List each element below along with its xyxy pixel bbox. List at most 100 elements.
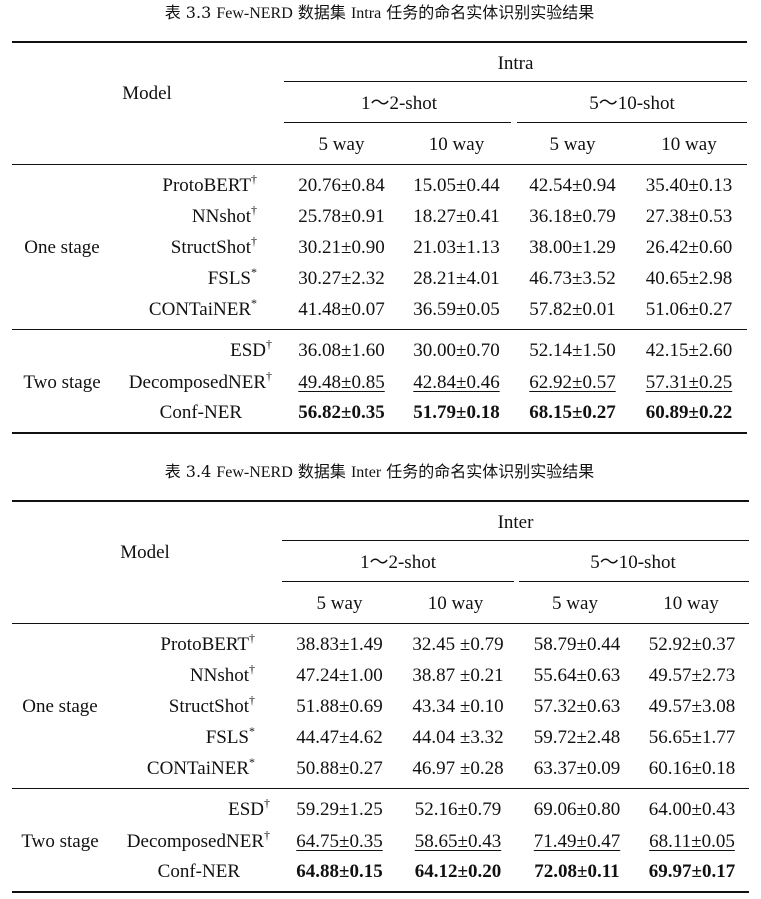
shot-header-2: 5～10-shot: [589, 93, 675, 114]
header-rule: [12, 164, 747, 165]
score-cell: 36.18±0.79: [529, 206, 616, 227]
score-cell: 27.38±0.53: [645, 206, 733, 227]
score-cell: 68.15±0.27: [529, 402, 616, 423]
score-cell: 21.03±1.13: [413, 237, 500, 258]
score-cell: 59.72±2.48: [533, 727, 621, 748]
model-name: StructShot†: [170, 233, 257, 258]
score-cell: 36.08±1.60: [298, 340, 385, 361]
score-cell: 57.82±0.01: [529, 299, 616, 320]
score-cell: 46.97 ±0.28: [412, 758, 504, 779]
score-cell: 62.92±0.57: [529, 372, 616, 393]
score-cell: 32.45 ±0.79: [412, 634, 504, 655]
way-header: 10 way: [428, 134, 485, 155]
score-cell: 28.21±4.01: [413, 268, 500, 289]
score-cell: 60.89±0.22: [645, 402, 733, 423]
model-name: ESD†: [230, 336, 272, 361]
score-cell: 64.12±0.20: [414, 861, 502, 882]
score-cell: 59.29±1.25: [296, 799, 383, 820]
shot-header-2: 5～10-shot: [590, 552, 676, 573]
section-label: Two stage: [23, 372, 101, 393]
score-cell: 52.16±0.79: [414, 799, 502, 820]
model-name: Conf-NER: [157, 861, 240, 882]
way-header: 5 way: [549, 134, 596, 155]
way-header: 10 way: [663, 593, 719, 614]
way-header: 5 way: [318, 134, 365, 155]
score-cell: 68.11±0.05: [649, 831, 735, 852]
group-header: Intra: [497, 53, 534, 74]
score-cell: 51.79±0.18: [413, 402, 500, 423]
score-cell: 42.54±0.94: [529, 175, 616, 196]
score-cell: 64.75±0.35: [296, 831, 383, 852]
shot-rule-1: [282, 581, 514, 582]
score-cell: 38.87 ±0.21: [412, 665, 504, 686]
model-name: DecomposedNER†: [128, 368, 272, 393]
score-cell: 36.59±0.05: [413, 299, 500, 320]
score-cell: 55.64±0.63: [533, 665, 621, 686]
shot-rule-2: [519, 581, 749, 582]
score-cell: 44.47±4.62: [296, 727, 383, 748]
way-header: 10 way: [427, 593, 484, 614]
score-cell: 42.15±2.60: [645, 340, 733, 361]
score-cell: 38.00±1.29: [529, 237, 616, 258]
model-name: StructShot†: [168, 692, 255, 717]
score-cell: 50.88±0.27: [296, 758, 383, 779]
score-cell: 58.79±0.44: [533, 634, 621, 655]
score-cell: 56.65±1.77: [648, 727, 736, 748]
score-cell: 46.73±3.52: [529, 268, 616, 289]
group-rule: [282, 540, 749, 541]
score-cell: 57.32±0.63: [533, 696, 621, 717]
section-rule: [12, 329, 747, 330]
score-cell: 30.21±0.90: [298, 237, 385, 258]
score-cell: 26.42±0.60: [645, 237, 733, 258]
model-header: Model: [120, 542, 170, 563]
score-cell: 47.24±1.00: [296, 665, 383, 686]
score-cell: 38.83±1.49: [296, 634, 383, 655]
score-cell: 44.04 ±3.32: [412, 727, 504, 748]
score-cell: 35.40±0.13: [645, 175, 733, 196]
model-name: FSLS*: [205, 723, 255, 748]
score-cell: 49.48±0.85: [298, 372, 385, 393]
score-cell: 72.08±0.11: [534, 861, 620, 882]
score-cell: 69.97±0.17: [648, 861, 736, 882]
score-cell: 52.14±1.50: [529, 340, 616, 361]
model-name: DecomposedNER†: [126, 827, 270, 852]
bottom-rule: [12, 891, 749, 893]
section-label: One stage: [22, 696, 98, 717]
score-cell: 41.48±0.07: [298, 299, 385, 320]
score-cell: 71.49±0.47: [533, 831, 621, 852]
table-caption: 表 3.4 Few-NERD 数据集 Inter 任务的命名实体识别实验结果: [164, 462, 595, 481]
score-cell: 57.31±0.25: [645, 372, 733, 393]
model-header: Model: [122, 83, 172, 104]
model-name: Conf-NER: [159, 402, 242, 423]
score-cell: 58.65±0.43: [414, 831, 502, 852]
score-cell: 60.16±0.18: [648, 758, 736, 779]
model-name: FSLS*: [207, 264, 257, 289]
score-cell: 69.06±0.80: [533, 799, 621, 820]
score-cell: 15.05±0.44: [413, 175, 500, 196]
top-rule: [12, 500, 749, 502]
section-rule: [12, 788, 749, 789]
score-cell: 40.65±2.98: [645, 268, 733, 289]
score-cell: 52.92±0.37: [648, 634, 736, 655]
score-cell: 51.06±0.27: [645, 299, 733, 320]
score-cell: 51.88±0.69: [296, 696, 383, 717]
model-name: NNshot†: [189, 661, 255, 686]
score-cell: 63.37±0.09: [533, 758, 621, 779]
model-name: ProtoBERT†: [162, 171, 257, 196]
shot-rule-2: [517, 122, 747, 123]
score-cell: 20.76±0.84: [298, 175, 385, 196]
score-cell: 64.00±0.43: [648, 799, 736, 820]
top-rule: [12, 41, 747, 43]
group-header: Inter: [497, 512, 534, 533]
model-name: ProtoBERT†: [160, 630, 255, 655]
header-rule: [12, 623, 749, 624]
bottom-rule: [12, 432, 747, 434]
model-name: ESD†: [228, 795, 270, 820]
score-cell: 49.57±3.08: [648, 696, 736, 717]
model-name: CONTaiNER*: [146, 754, 255, 779]
model-name: CONTaiNER*: [148, 295, 257, 320]
section-label: One stage: [24, 237, 100, 258]
shot-header-1: 1～2-shot: [360, 93, 437, 114]
group-rule: [284, 81, 747, 82]
score-cell: 56.82±0.35: [298, 402, 385, 423]
